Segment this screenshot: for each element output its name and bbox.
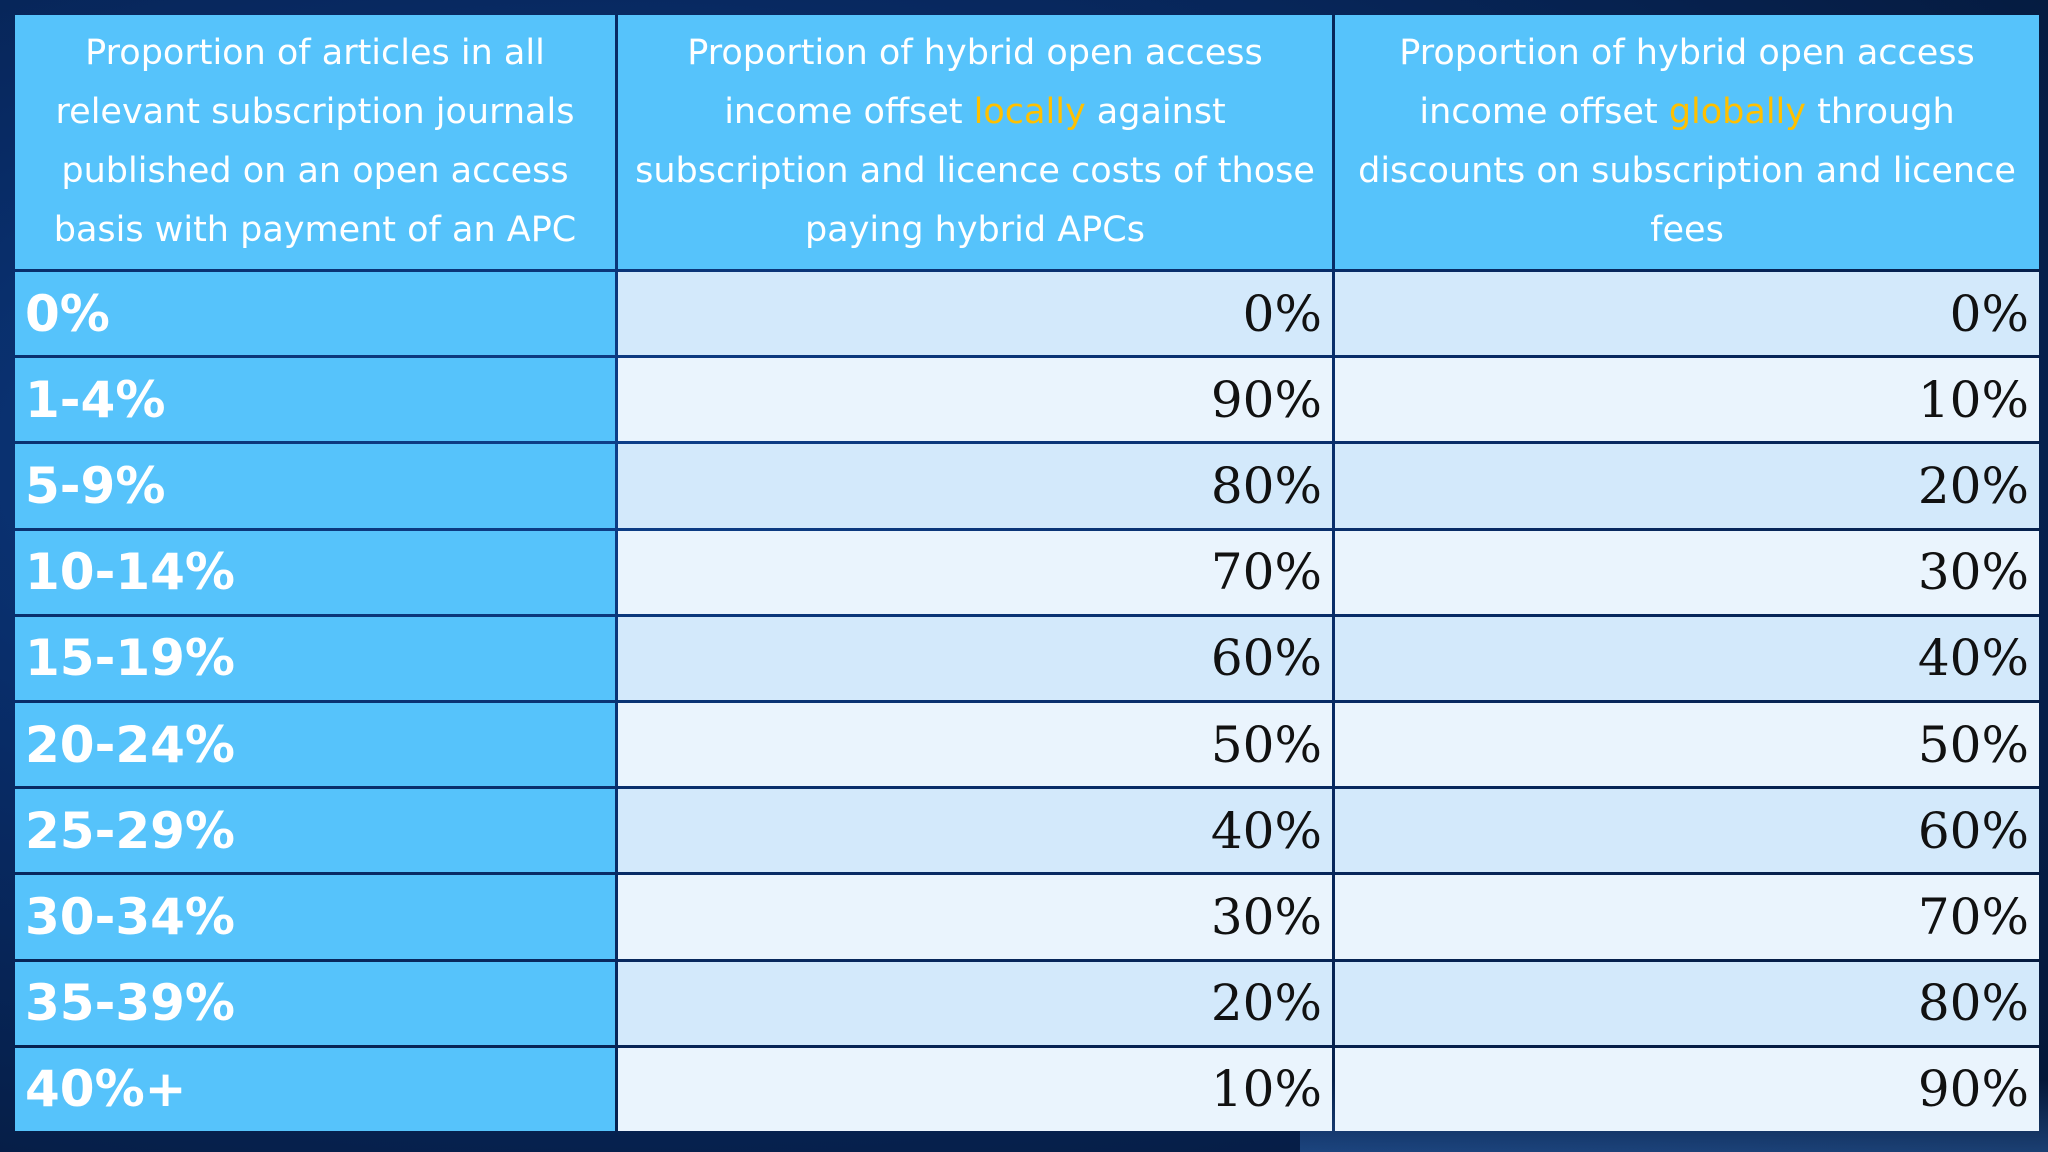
local-offset-cell: 40% (618, 789, 1332, 873)
global-offset-cell: 90% (1335, 1047, 2039, 1131)
local-offset-cell: 50% (618, 702, 1332, 787)
local-offset-cell: 80% (618, 444, 1332, 528)
header-row: Proportion of articles in all relevant s… (15, 15, 2039, 269)
global-offset-cell: 60% (1335, 789, 2039, 873)
band-cell: 25-29% (15, 789, 615, 873)
band-cell: 35-39% (15, 961, 615, 1045)
local-offset-cell: 20% (618, 961, 1332, 1045)
band-cell: 40%+ (15, 1047, 615, 1131)
header-articles-proportion: Proportion of articles in all relevant s… (15, 15, 615, 269)
table-row: 0% 0% 0% (15, 272, 2039, 356)
table-row: 40%+ 10% 90% (15, 1047, 2039, 1131)
local-offset-cell: 10% (618, 1047, 1332, 1131)
global-offset-cell: 50% (1335, 702, 2039, 787)
table-row: 30-34% 30% 70% (15, 875, 2039, 959)
global-offset-cell: 80% (1335, 961, 2039, 1045)
offset-table: Proportion of articles in all relevant s… (12, 12, 2042, 1134)
global-offset-cell: 40% (1335, 616, 2039, 700)
header-local-offset: Proportion of hybrid open access income … (618, 15, 1332, 269)
header-local-highlight: locally (973, 92, 1086, 132)
header-global-offset: Proportion of hybrid open access income … (1335, 15, 2039, 269)
table-row: 15-19% 60% 40% (15, 616, 2039, 700)
band-cell: 10-14% (15, 530, 615, 614)
global-offset-cell: 0% (1335, 272, 2039, 356)
global-offset-cell: 70% (1335, 875, 2039, 959)
header-local-text-before: Proportion of hybrid open access income … (687, 33, 1263, 132)
global-offset-cell: 10% (1335, 358, 2039, 442)
header-global-text-after: through discounts on subscription and li… (1358, 92, 2016, 250)
local-offset-cell: 70% (618, 530, 1332, 614)
band-cell: 1-4% (15, 358, 615, 442)
table-row: 1-4% 90% 10% (15, 358, 2039, 442)
band-cell: 20-24% (15, 702, 615, 787)
band-cell: 30-34% (15, 875, 615, 959)
global-offset-cell: 30% (1335, 530, 2039, 614)
header-local-text-after: against subscription and licence costs o… (635, 92, 1315, 250)
header-global-highlight: globally (1668, 92, 1806, 132)
global-offset-cell: 20% (1335, 444, 2039, 528)
table-row: 35-39% 20% 80% (15, 961, 2039, 1045)
band-cell: 15-19% (15, 616, 615, 700)
band-cell: 5-9% (15, 444, 615, 528)
local-offset-cell: 0% (618, 272, 1332, 356)
table-row: 10-14% 70% 30% (15, 530, 2039, 614)
band-cell: 0% (15, 272, 615, 356)
table-row: 25-29% 40% 60% (15, 789, 2039, 873)
table-row: 20-24% 50% 50% (15, 702, 2039, 787)
local-offset-cell: 30% (618, 875, 1332, 959)
local-offset-cell: 90% (618, 358, 1332, 442)
table-row: 5-9% 80% 20% (15, 444, 2039, 528)
local-offset-cell: 60% (618, 616, 1332, 700)
header-global-text-before: Proportion of hybrid open access income … (1399, 33, 1975, 132)
